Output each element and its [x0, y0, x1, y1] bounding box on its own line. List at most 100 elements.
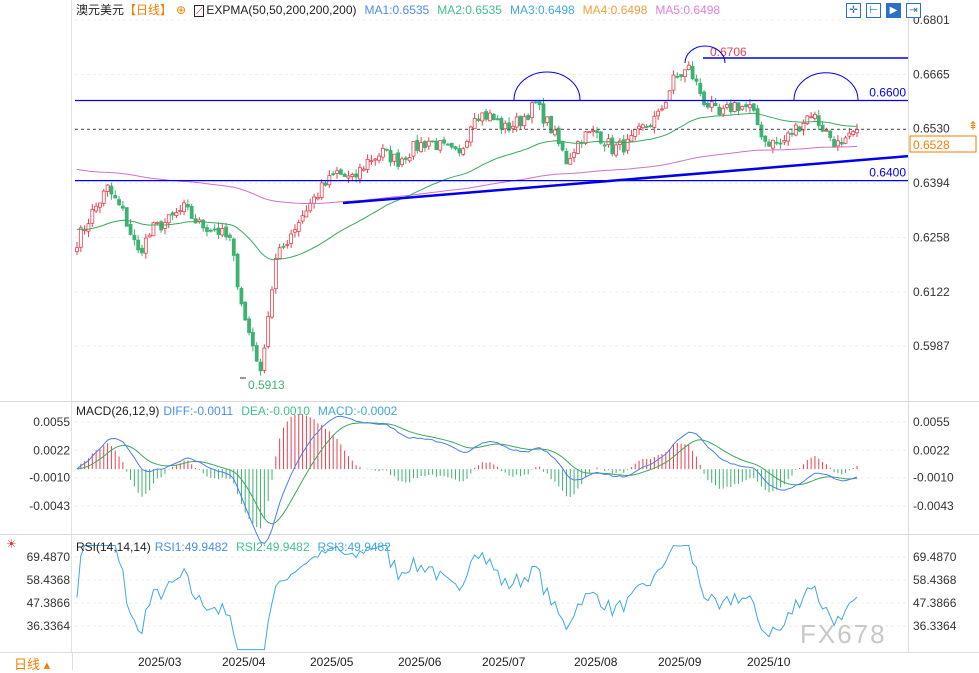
candle: [575, 141, 580, 154]
candle: [270, 289, 274, 318]
candle: [170, 212, 175, 216]
candle: [820, 124, 825, 132]
candle: [415, 139, 420, 151]
candle: [705, 102, 710, 108]
macd-tick-label: -0.0043: [29, 499, 70, 513]
candle: [656, 110, 661, 117]
macd-tick-label: 0.0055: [913, 415, 950, 429]
candle: [319, 182, 324, 198]
candle: [828, 130, 833, 138]
candle: [388, 149, 393, 163]
candle: [94, 205, 99, 212]
candle: [124, 207, 129, 227]
ma3-value: MA3:0.6498: [509, 3, 575, 17]
candle: [503, 122, 508, 130]
candle: [228, 234, 232, 238]
panel-divider: [0, 401, 979, 402]
candle: [312, 196, 316, 204]
indicator-name[interactable]: EXPMA(50,50,200,200,200): [206, 3, 357, 17]
pattern-arc: [513, 71, 581, 101]
current-price-box: [909, 135, 977, 153]
candle: [832, 139, 836, 147]
candle: [686, 64, 691, 70]
candle: [835, 140, 840, 147]
candle: [247, 318, 251, 334]
rsi-name[interactable]: RSI(14,14,14): [76, 540, 151, 554]
play-icon[interactable]: ▶: [886, 3, 901, 18]
candle: [281, 245, 286, 248]
period-label[interactable]: 【日线】: [124, 3, 173, 17]
candle: [805, 115, 810, 124]
candle: [675, 75, 680, 78]
candle: [843, 137, 848, 144]
candle: [740, 106, 745, 110]
candle: [426, 140, 431, 147]
candle: [342, 173, 347, 177]
rsi3-value: RSI3:49.9482: [317, 540, 391, 554]
support-label: 0.6400: [869, 166, 906, 180]
macd-tick-label: -0.0010: [913, 471, 954, 485]
candle: [495, 118, 500, 121]
candle: [541, 103, 546, 124]
candle: [767, 141, 771, 147]
period-switch[interactable]: 日线 ▴: [14, 657, 51, 672]
date-tick-label: 2025/08: [574, 655, 618, 669]
ma2-value: MA2:0.6535: [437, 3, 502, 17]
candle: [510, 125, 515, 129]
candle: [224, 226, 229, 238]
candle: [174, 212, 179, 217]
candle: [346, 175, 351, 179]
crosshair-icon[interactable]: ✛: [846, 3, 861, 18]
candle: [293, 229, 297, 233]
candle: [694, 78, 699, 82]
candle: [193, 218, 198, 224]
candle: [392, 153, 397, 162]
candle: [816, 115, 821, 126]
candle: [782, 140, 787, 143]
macd-name[interactable]: MACD(26,12,9): [76, 404, 160, 418]
candle: [273, 257, 278, 290]
candle: [323, 182, 328, 186]
candle: [629, 135, 634, 142]
settings-icon[interactable]: ⊕: [176, 3, 187, 17]
price-header: 澳元美元【日线】 ⊕ ⟋ EXPMA(50,50,200,200,200) MA1:0.…: [76, 3, 728, 18]
ema200-line: [76, 145, 858, 204]
candle: [728, 102, 733, 113]
candle: [365, 158, 370, 170]
range-icon[interactable]: ⊢: [866, 3, 881, 18]
date-tick-label: 2025/03: [138, 655, 182, 669]
candle: [78, 227, 83, 248]
candle: [633, 129, 638, 137]
candle: [702, 91, 706, 106]
rsi-tick-label: 58.4368: [27, 573, 71, 587]
candle: [476, 118, 481, 121]
candle: [143, 237, 148, 254]
sun-icon[interactable]: ☀: [6, 537, 17, 551]
time-axis: 日线 ▴: [0, 652, 979, 672]
candle: [338, 169, 343, 175]
price-tick-label: 0.6258: [913, 230, 950, 244]
macd-tick-label: -0.0043: [913, 499, 954, 513]
candle: [220, 228, 225, 236]
price-tick-label: 0.6665: [913, 67, 950, 81]
candle: [545, 116, 550, 123]
candle: [468, 126, 473, 143]
jump-end-icon[interactable]: ⇥: [906, 3, 921, 18]
price-tick-label: 0.6530: [913, 122, 950, 136]
candle: [308, 202, 313, 212]
candle: [201, 219, 206, 229]
ma1-value: MA1:0.6535: [364, 3, 430, 17]
candle: [140, 247, 144, 254]
price-tick-label: 0.6394: [913, 176, 950, 190]
candle: [75, 247, 79, 253]
candle: [526, 115, 531, 120]
candle: [514, 116, 519, 128]
candle: [564, 150, 569, 165]
rsi-tick-label: 58.4368: [913, 573, 957, 587]
pattern-arc: [793, 72, 859, 101]
candle: [235, 253, 240, 288]
candle: [354, 173, 359, 178]
candle: [296, 222, 301, 232]
candle: [560, 141, 565, 151]
